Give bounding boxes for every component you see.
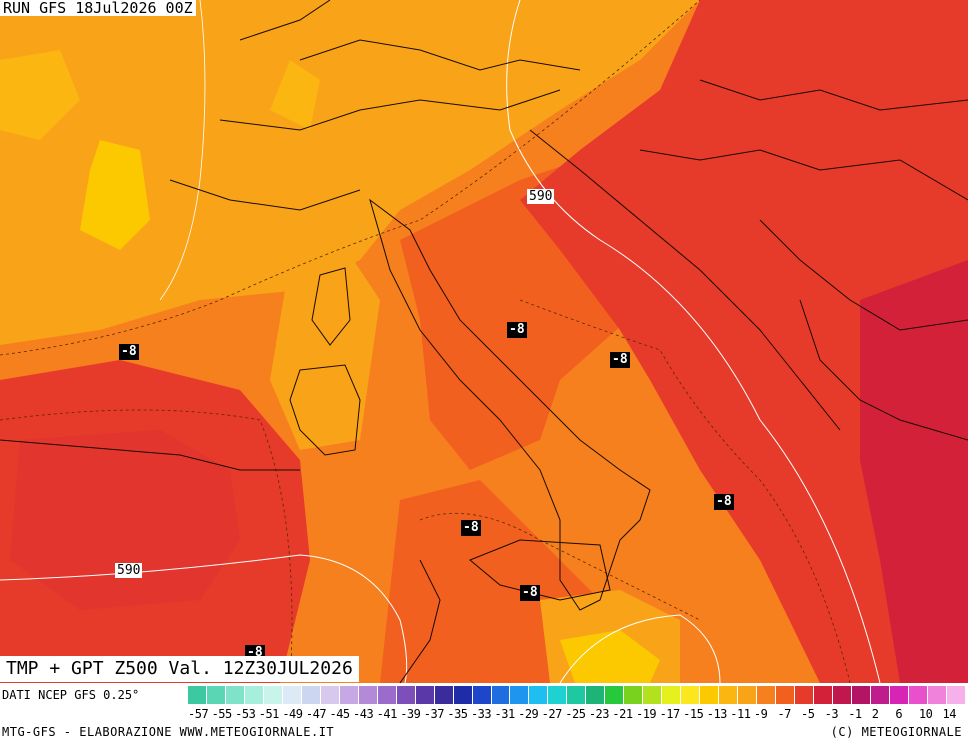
map: 590 590 -8 -8 -8 -8 -8 -8 -8 RUN GFS 18J… [0, 0, 968, 683]
legend-swatch [434, 686, 454, 704]
legend-tick: -25 [565, 707, 586, 721]
legend-swatch [491, 686, 511, 704]
legend-swatch [681, 686, 701, 704]
legend-swatch [188, 686, 207, 704]
legend-swatch [282, 686, 302, 704]
legend-swatch [927, 686, 947, 704]
legend-tick: -7 [777, 707, 791, 721]
contour-label: 590 [527, 189, 555, 204]
legend-tick: 14 [942, 707, 957, 721]
legend-tick: -33 [470, 707, 492, 721]
temperature-map-svg [0, 0, 968, 683]
legend-tick: -19 [635, 707, 657, 721]
legend-tick: -49 [282, 707, 303, 721]
legend-swatch [738, 686, 758, 704]
legend-tick: -21 [612, 707, 633, 721]
legend-swatch [225, 686, 245, 704]
legend-swatch [624, 686, 644, 704]
legend-tick: -5 [801, 707, 815, 721]
legend-swatch [832, 686, 852, 704]
legend-swatch [396, 686, 416, 704]
map-title: TMP + GPT Z500 Val. 12Z30JUL2026 [0, 656, 359, 682]
legend-tick: -43 [353, 707, 374, 721]
legend-swatch [908, 686, 928, 704]
legend-swatch [776, 686, 795, 704]
legend-swatch [472, 686, 492, 704]
legend-swatch [719, 686, 739, 704]
data-source: DATI NCEP GFS 0.25° [2, 688, 140, 702]
temp-label: -8 [461, 520, 481, 536]
legend-tick: -13 [706, 707, 728, 721]
legend-tick: -53 [235, 707, 256, 721]
run-label: RUN GFS 18Jul2026 00Z [0, 0, 196, 16]
temp-label: -8 [119, 344, 139, 360]
legend-swatch [320, 686, 340, 704]
color-legend [188, 686, 966, 704]
legend-tick: -45 [329, 707, 350, 721]
legend-tick: -9 [753, 707, 768, 721]
legend-swatch [377, 686, 397, 704]
legend-tick: -47 [305, 707, 327, 721]
legend-tick: -23 [588, 707, 610, 721]
legend-swatch [700, 686, 720, 704]
legend-swatch [757, 686, 777, 704]
footer-right: (C) METEOGIORNALE [830, 725, 962, 739]
legend-swatch [301, 686, 321, 704]
legend-swatch [567, 686, 587, 704]
legend-tick: -31 [494, 707, 516, 721]
legend-swatch [548, 686, 568, 704]
legend-tick: -11 [730, 707, 751, 721]
legend-tick: -27 [541, 707, 563, 721]
legend-tick: -37 [423, 707, 445, 721]
legend-swatch [889, 686, 909, 704]
legend-swatch [453, 686, 473, 704]
legend-tick: -57 [188, 707, 209, 721]
legend-tick: -41 [376, 707, 398, 721]
legend-swatch [510, 686, 530, 704]
legend-swatch [263, 686, 283, 704]
legend-tick: 6 [895, 707, 903, 721]
legend-tick: -3 [824, 707, 839, 721]
legend-swatch [244, 686, 264, 704]
legend-swatch [851, 686, 871, 704]
legend-tick: -1 [848, 707, 862, 721]
temp-label: -8 [520, 585, 540, 601]
contour-label: 590 [115, 563, 143, 578]
temp-label: -8 [507, 322, 527, 338]
legend-tick: 10 [918, 707, 933, 721]
legend-tick: -29 [518, 707, 539, 721]
legend-tick: -51 [258, 707, 280, 721]
legend-swatch [529, 686, 549, 704]
legend-swatch [605, 686, 625, 704]
legend-ticks: -57 -55 -53 -51 -49 -47 -45 -43 -41 -39 -37 -35 -33-… [188, 707, 966, 721]
legend-swatch [358, 686, 378, 704]
legend-tick: -39 [400, 707, 421, 721]
legend-swatch [643, 686, 663, 704]
legend-tick: -55 [211, 707, 233, 721]
footer-left: MTG-GFS - ELABORAZIONE WWW.METEOGIORNALE… [2, 725, 335, 739]
legend-tick: -15 [683, 707, 704, 721]
legend-swatch [870, 686, 890, 704]
legend-tick: 2 [871, 707, 879, 721]
legend-swatch [586, 686, 606, 704]
legend-tick: -17 [659, 707, 681, 721]
legend-swatch [662, 686, 682, 704]
legend-swatch [415, 686, 435, 704]
legend-tick: -35 [447, 707, 468, 721]
legend-swatch [795, 686, 814, 704]
legend-swatch [339, 686, 359, 704]
temp-label: -8 [610, 352, 630, 368]
legend-swatch [813, 686, 833, 704]
legend-swatch [946, 686, 966, 704]
legend-swatch [206, 686, 226, 704]
temp-label: -8 [714, 494, 734, 510]
